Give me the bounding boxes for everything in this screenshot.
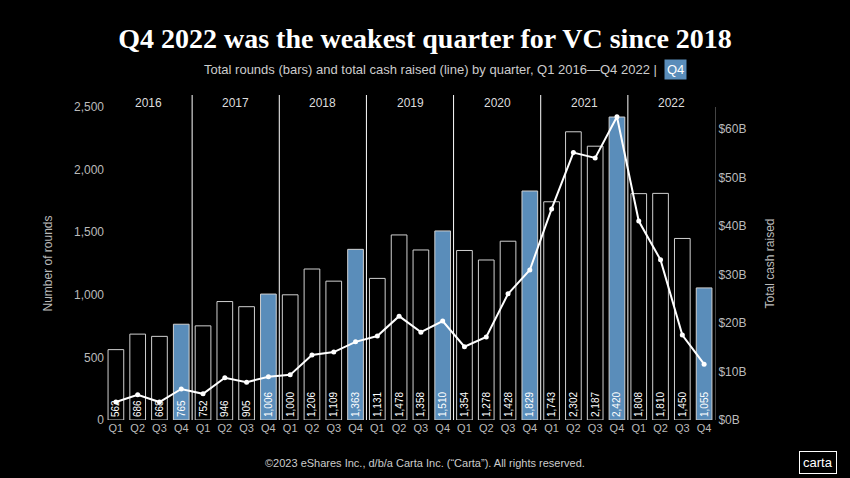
svg-text:Q4: Q4: [261, 422, 276, 434]
svg-text:Q2: Q2: [305, 422, 320, 434]
svg-text:Q1: Q1: [544, 422, 559, 434]
svg-text:1,000: 1,000: [285, 392, 296, 417]
svg-text:752: 752: [198, 400, 209, 417]
svg-text:2019: 2019: [397, 96, 424, 110]
svg-text:1,109: 1,109: [328, 392, 339, 417]
svg-text:Q3: Q3: [326, 422, 341, 434]
svg-text:2017: 2017: [222, 96, 249, 110]
svg-text:Q3: Q3: [239, 422, 254, 434]
svg-text:Q3: Q3: [414, 422, 429, 434]
svg-text:©2023 eShares Inc., d/b/a Cart: ©2023 eShares Inc., d/b/a Carta Inc. (“C…: [265, 457, 585, 469]
svg-text:1,358: 1,358: [415, 392, 426, 417]
svg-text:2016: 2016: [135, 96, 162, 110]
svg-text:Q4: Q4: [174, 422, 189, 434]
svg-text:$50B: $50B: [718, 171, 746, 185]
svg-text:Q3: Q3: [152, 422, 167, 434]
svg-text:1,500: 1,500: [74, 225, 104, 239]
svg-text:668: 668: [154, 400, 165, 417]
svg-text:1,428: 1,428: [503, 392, 514, 417]
svg-text:1,478: 1,478: [394, 392, 405, 417]
svg-text:Total rounds (bars) and total: Total rounds (bars) and total cash raise…: [204, 62, 657, 77]
svg-text:2,500: 2,500: [74, 100, 104, 114]
svg-text:Q3: Q3: [501, 422, 516, 434]
svg-text:Q3: Q3: [588, 422, 603, 434]
svg-text:1,510: 1,510: [437, 392, 448, 417]
svg-text:Q2: Q2: [392, 422, 407, 434]
svg-text:2022: 2022: [658, 96, 685, 110]
svg-text:1,278: 1,278: [481, 392, 492, 417]
svg-text:2,302: 2,302: [568, 392, 579, 417]
svg-text:Total cash raised: Total cash raised: [763, 218, 777, 308]
svg-text:Q4: Q4: [348, 422, 363, 434]
svg-text:$60B: $60B: [718, 122, 746, 136]
svg-text:1,363: 1,363: [350, 392, 361, 417]
svg-text:0: 0: [97, 413, 104, 427]
svg-text:Q2: Q2: [566, 422, 581, 434]
svg-text:562: 562: [110, 400, 121, 417]
svg-text:1,354: 1,354: [459, 392, 470, 417]
svg-text:Q2: Q2: [130, 422, 145, 434]
svg-text:1,810: 1,810: [655, 392, 666, 417]
svg-text:905: 905: [241, 400, 252, 417]
svg-text:1,055: 1,055: [699, 392, 710, 417]
svg-text:2,420: 2,420: [611, 392, 622, 417]
svg-text:$40B: $40B: [718, 219, 746, 233]
svg-text:2018: 2018: [309, 96, 336, 110]
svg-text:Q2: Q2: [479, 422, 494, 434]
svg-text:Q1: Q1: [370, 422, 385, 434]
svg-text:1,743: 1,743: [546, 392, 557, 417]
svg-text:$10B: $10B: [718, 365, 746, 379]
svg-text:Q4: Q4: [435, 422, 450, 434]
svg-text:2,000: 2,000: [74, 163, 104, 177]
svg-text:686: 686: [132, 400, 143, 417]
svg-text:carta: carta: [803, 455, 833, 470]
svg-text:1,829: 1,829: [524, 392, 535, 417]
svg-text:2021: 2021: [571, 96, 598, 110]
svg-text:$0B: $0B: [718, 413, 739, 427]
svg-text:2,187: 2,187: [590, 392, 601, 417]
svg-text:Q1: Q1: [109, 422, 124, 434]
svg-text:1,000: 1,000: [74, 288, 104, 302]
svg-text:Q2: Q2: [653, 422, 668, 434]
svg-text:Number of rounds: Number of rounds: [41, 215, 55, 311]
svg-text:Q3: Q3: [675, 422, 690, 434]
svg-text:765: 765: [176, 400, 187, 417]
svg-text:Q4: Q4: [667, 62, 684, 77]
svg-text:1,206: 1,206: [306, 392, 317, 417]
svg-text:500: 500: [84, 351, 104, 365]
svg-text:Q4: Q4: [522, 422, 537, 434]
svg-text:1,006: 1,006: [263, 392, 274, 417]
svg-text:1,808: 1,808: [633, 392, 644, 417]
svg-text:Q1: Q1: [196, 422, 211, 434]
svg-text:Q2: Q2: [217, 422, 232, 434]
svg-text:Q1: Q1: [631, 422, 646, 434]
svg-text:$30B: $30B: [718, 268, 746, 282]
svg-text:$20B: $20B: [718, 316, 746, 330]
svg-text:Q1: Q1: [283, 422, 298, 434]
svg-text:946: 946: [219, 400, 230, 417]
svg-text:Q4: Q4: [610, 422, 625, 434]
svg-text:Q1: Q1: [457, 422, 472, 434]
svg-text:1,131: 1,131: [372, 392, 383, 417]
svg-text:Q4: Q4: [697, 422, 712, 434]
svg-text:1,450: 1,450: [677, 392, 688, 417]
svg-text:2020: 2020: [484, 96, 511, 110]
svg-text:Q4 2022 was the weakest quarte: Q4 2022 was the weakest quarter for VC s…: [118, 23, 732, 54]
